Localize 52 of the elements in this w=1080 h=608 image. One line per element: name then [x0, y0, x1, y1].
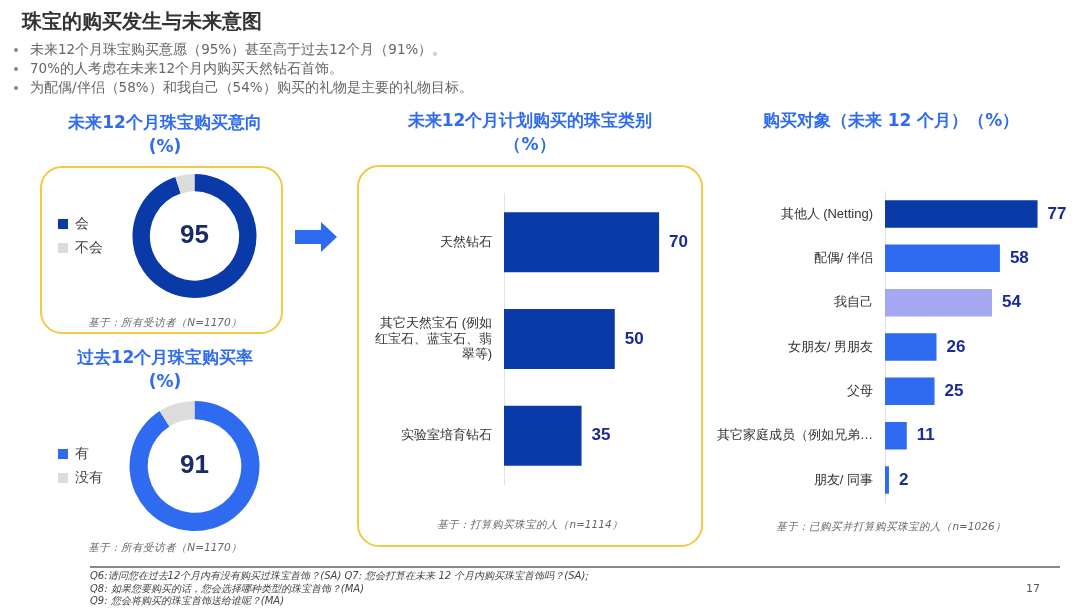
- bar: [885, 377, 935, 406]
- data-label: 77: [1047, 203, 1067, 223]
- text: 17: [1026, 582, 1040, 595]
- data-label: 91: [180, 449, 209, 480]
- legend-label: 没有: [75, 468, 103, 485]
- text: 基于：打算购买珠宝的人（n=1114）: [436, 518, 624, 532]
- data-label: 95: [180, 219, 209, 250]
- data-label: 54: [1001, 292, 1022, 312]
- y-tick-label: 其它家庭成员（例如兄弟…: [717, 427, 873, 443]
- chart-title: 过去12个月珠宝购买率: [75, 346, 255, 369]
- legend-label: 不会: [75, 238, 103, 255]
- chart-subtitle: (%): [147, 370, 183, 393]
- legend-label: 会: [75, 214, 89, 231]
- y-tick-label: 朋友/ 同事: [813, 471, 873, 487]
- y-tick-label: 配偶/ 伴侣: [813, 249, 873, 265]
- bar: [885, 421, 907, 450]
- text: 基于：已购买并打算购买珠宝的人（n=1026）: [775, 520, 1007, 534]
- y-tick-label: 实验室培育钻石: [401, 427, 492, 443]
- data-label: 26: [946, 336, 966, 356]
- bar: [885, 288, 992, 317]
- y-tick-label: 父母: [847, 382, 873, 398]
- text: Q6:请问您在过去12个月内有没有购买过珠宝首饰？(SA) Q7: 您会打算在未来 12 个月内购买珠宝首饰吗？(SA);: [90, 569, 589, 583]
- chart-title: 未来12个月珠宝购买意向: [67, 111, 263, 134]
- text: 70%的人考虑在未来12个月内购买天然钻石首饰。: [30, 60, 344, 76]
- bar: [885, 244, 1000, 273]
- text: 基于：所有受访者（N=1170）: [87, 541, 243, 555]
- chart-title: 购买对象（未来 12 个月）（%）: [761, 109, 1021, 132]
- text: Q8: 如果您要购买的话，您会选择哪种类型的珠宝首饰？(MA): [90, 581, 365, 595]
- bar: [885, 200, 1038, 228]
- bar: [885, 466, 889, 494]
- text: 为配偶/伴侣（58%）和我自己（54%）购买的礼物是主要的礼物目标。: [30, 79, 473, 95]
- data-label: 2: [898, 469, 909, 489]
- text: Q9: 您会将购买的珠宝首饰送给谁呢？(MA): [90, 594, 285, 608]
- chart-title: 未来12个月计划购买的珠宝类别: [406, 109, 654, 132]
- y-tick-label: 女朋友/ 男朋友: [787, 338, 873, 354]
- data-label: 35: [591, 425, 611, 445]
- data-label: 11: [916, 425, 935, 445]
- text: 未来12个月珠宝购买意愿（95%）甚至高于过去12个月（91%）。: [30, 41, 447, 57]
- chart-subtitle: (%): [147, 135, 183, 158]
- text: 基于：所有受访者（N=1170）: [87, 316, 243, 330]
- data-label: 70: [669, 231, 689, 251]
- y-tick-label: 其他人 (Netting): [780, 205, 873, 221]
- legend-label: 有: [75, 444, 89, 461]
- data-label: 58: [1009, 248, 1029, 267]
- data-label: 25: [944, 381, 964, 401]
- chart-subtitle: （%）: [503, 133, 557, 156]
- y-tick-label: 天然钻石: [440, 233, 492, 249]
- bar: [885, 333, 937, 361]
- y-tick-label: 其它天然宝石 (例如红宝石、蓝宝石、翡翠等): [375, 314, 492, 362]
- y-tick-label: 我自己: [834, 294, 873, 310]
- data-label: 50: [624, 328, 644, 348]
- text: 珠宝的购买发生与未来意图: [22, 8, 262, 35]
